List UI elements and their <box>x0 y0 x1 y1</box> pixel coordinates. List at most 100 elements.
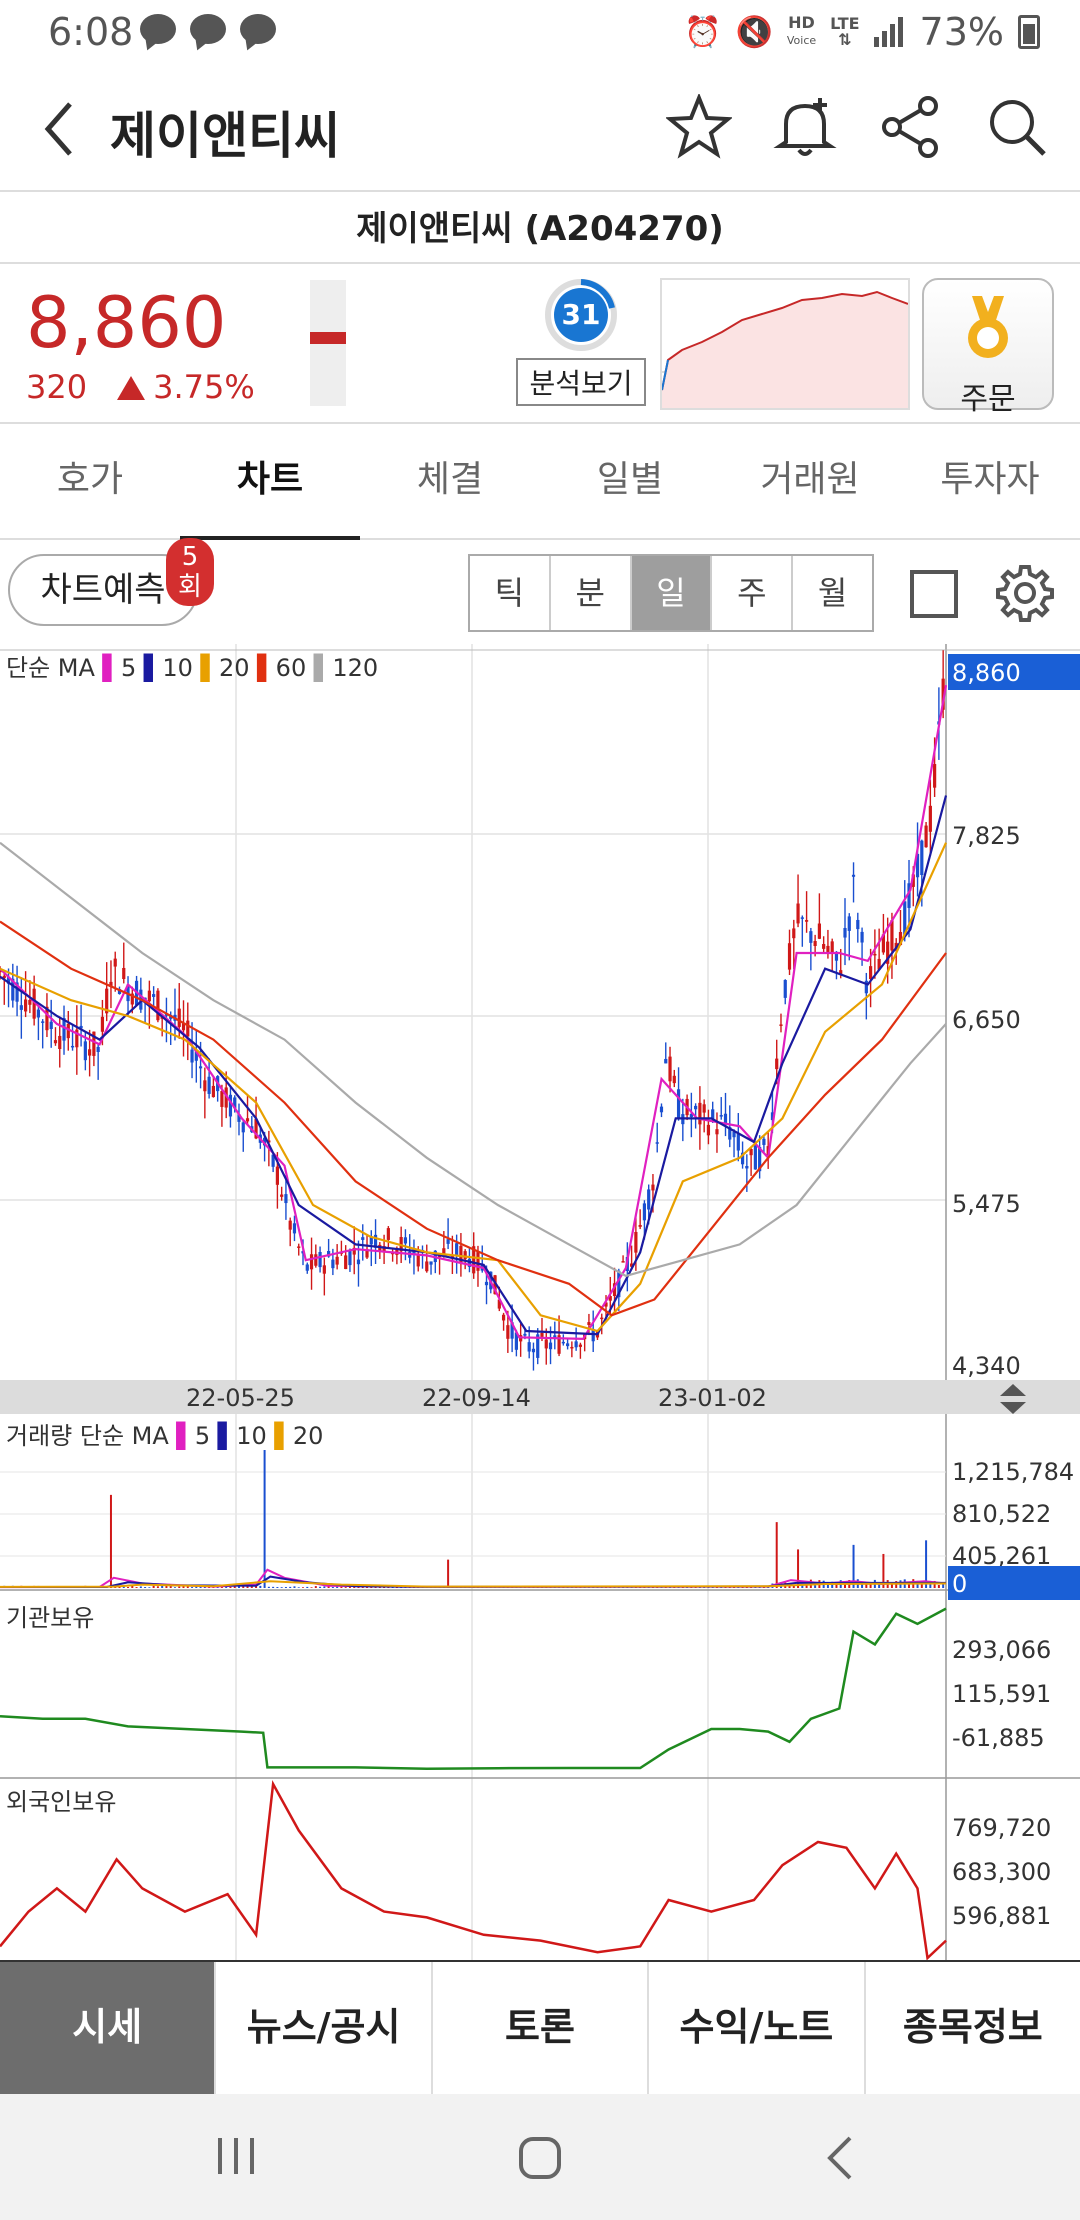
foreign-tick-label: 769,720 <box>952 1814 1051 1842</box>
candle-body <box>348 1250 352 1266</box>
notification-icons <box>140 14 276 44</box>
candle-body <box>15 982 19 1002</box>
candle-body <box>749 1149 753 1156</box>
candle-body <box>894 942 898 949</box>
period-tick[interactable]: 틱 <box>470 556 551 630</box>
candle-body <box>459 1245 463 1264</box>
candle-body <box>510 1322 514 1339</box>
candle-body <box>873 953 877 956</box>
legend-swatch: ▌ <box>143 653 162 682</box>
candle-body <box>898 932 903 946</box>
candle-body <box>689 1113 693 1118</box>
volume-grid <box>0 1471 946 1557</box>
tab-investors[interactable]: 투자자 <box>940 459 1040 500</box>
analysis-button[interactable]: 분석보기 <box>516 358 646 406</box>
back-button[interactable] <box>40 96 80 166</box>
nav-stock-info[interactable]: 종목정보 <box>865 1962 1080 2094</box>
tab-chart[interactable]: 차트 <box>180 424 360 540</box>
candle-body <box>233 1097 237 1109</box>
candle-body <box>672 1075 676 1084</box>
chart-toolbar: 차트예측 5회 틱 분 일 주 월 <box>0 538 1080 644</box>
institution-tick-label: -61,885 <box>952 1724 1045 1752</box>
volume-tick-label: 1,215,784 <box>952 1458 1074 1486</box>
candle-body <box>826 945 830 953</box>
candle-body <box>28 999 32 1005</box>
tab-daily[interactable]: 일별 <box>596 459 664 500</box>
candle-body <box>634 1231 638 1253</box>
period-day[interactable]: 일 <box>631 556 713 630</box>
candle-body <box>66 1023 70 1039</box>
tab-brokers[interactable]: 거래원 <box>760 459 860 500</box>
period-week[interactable]: 주 <box>712 556 794 630</box>
analysis-score: 31 <box>554 288 608 342</box>
tab-orderbook[interactable]: 호가 <box>56 459 124 500</box>
candle-body <box>758 1147 762 1172</box>
candle-body <box>45 1006 49 1031</box>
volume-tick-label: 0 <box>952 1570 967 1598</box>
candle-body <box>839 970 843 975</box>
candle-body <box>886 941 890 964</box>
tab-trades[interactable]: 체결 <box>416 459 484 500</box>
ma-20-line <box>0 842 948 1333</box>
candle-body <box>796 903 800 924</box>
volume-ma-line <box>0 1580 947 1588</box>
candle-body <box>907 883 911 908</box>
battery-text: 73% <box>919 10 1004 54</box>
period-minute[interactable]: 분 <box>550 556 632 630</box>
nav-quote[interactable]: 시세 <box>0 1962 217 2094</box>
candle-body <box>540 1333 544 1337</box>
candle-body <box>736 1133 740 1151</box>
nav-profit-note[interactable]: 수익/노트 <box>649 1962 866 2094</box>
mute-icon: 🔇 <box>735 14 773 50</box>
recent-apps-icon[interactable] <box>214 2134 258 2178</box>
intraday-sparkline <box>660 278 910 410</box>
search-icon[interactable] <box>984 94 1050 160</box>
candle-body <box>612 1283 617 1296</box>
favorite-star-icon[interactable] <box>666 94 732 160</box>
legend-prefix: 단순 MA <box>6 654 103 682</box>
ma-5-line <box>0 685 948 1341</box>
candle-body <box>11 978 15 1001</box>
share-icon[interactable] <box>878 94 944 160</box>
candle-body <box>745 1165 749 1169</box>
order-button[interactable]: 주문 <box>922 278 1054 417</box>
candle-body <box>403 1237 408 1244</box>
institution-title: 기관보유 <box>6 1604 94 1632</box>
candle-body <box>245 1118 250 1122</box>
candle-body <box>211 1085 215 1098</box>
gear-icon[interactable] <box>996 564 1054 622</box>
candle-body <box>152 994 156 997</box>
candle-body <box>574 1341 578 1348</box>
candle-body <box>280 1194 284 1197</box>
candle-body <box>617 1270 621 1298</box>
legend-series-name: 120 <box>332 654 378 682</box>
candle-body <box>2 975 6 979</box>
candle-body <box>830 941 834 953</box>
price-legend: 단순 MA ▌5 ▌10 ▌20 ▌60 ▌120 <box>6 653 378 682</box>
nav-discussion[interactable]: 토론 <box>432 1962 650 2094</box>
stock-chart[interactable]: 단순 MA ▌5 ▌10 ▌20 ▌60 ▌120 8,860 7,825 6,… <box>0 644 1080 1960</box>
candle-body <box>809 931 813 943</box>
home-icon[interactable] <box>516 2134 564 2182</box>
resize-handle-icon[interactable] <box>1000 1384 1026 1414</box>
candle-body <box>181 1022 186 1031</box>
system-back-icon[interactable] <box>822 2134 862 2182</box>
battery-icon <box>1018 15 1040 49</box>
candle-body <box>318 1252 322 1268</box>
legend-series-name: 5 <box>121 654 144 682</box>
analysis-widget[interactable]: 31 분석보기 <box>516 278 646 406</box>
candle-body <box>83 1041 87 1061</box>
moving-average-lines <box>0 685 948 1341</box>
candle-body <box>647 1189 651 1210</box>
fullscreen-toggle-icon[interactable] <box>910 570 958 618</box>
alert-bell-icon[interactable] <box>772 94 838 160</box>
period-selector: 틱 분 일 주 월 <box>468 554 874 632</box>
candle-body <box>476 1251 480 1271</box>
x-tick-label: 22-05-25 <box>186 1384 295 1412</box>
period-month[interactable]: 월 <box>793 556 872 630</box>
candle-body <box>608 1296 612 1301</box>
nav-news[interactable]: 뉴스/공시 <box>216 1962 433 2094</box>
order-label: 주문 <box>960 382 1016 417</box>
candle-body <box>314 1254 318 1266</box>
chart-predict-button[interactable]: 차트예측 5회 <box>8 538 214 626</box>
